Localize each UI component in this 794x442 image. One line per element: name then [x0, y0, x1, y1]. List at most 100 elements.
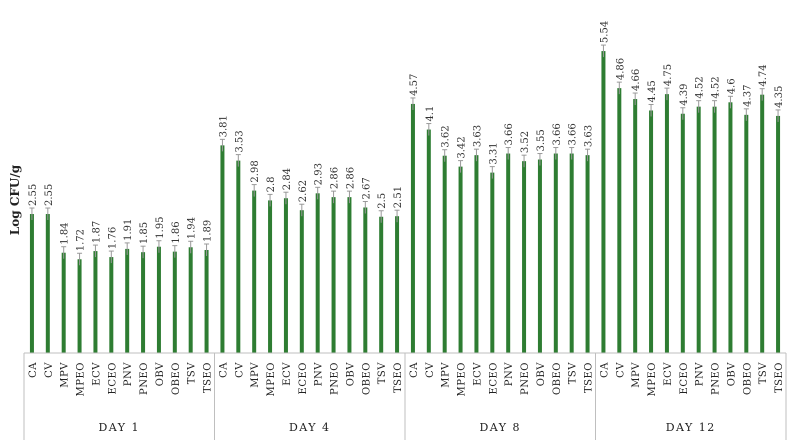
value-label-day1-eceo: 1.76 [107, 227, 118, 249]
category-label-day1-mpeo: MPEO [76, 362, 87, 396]
category-label-day1-obeo: OBEO [171, 362, 182, 395]
bar-day4-eceo [680, 113, 685, 354]
category-label-day1-ca: CA [28, 362, 39, 378]
category-label-day3-tseo: TSEO [584, 362, 595, 393]
category-label-day3-tsv: TSV [568, 362, 579, 385]
bar-day3-obv [537, 159, 542, 353]
bar-day1-pnv [125, 248, 130, 353]
category-label-day2-pneo: PNEO [330, 362, 341, 395]
category-label-day3-ecv: ECV [472, 362, 483, 386]
value-label-day4-ecv: 4.75 [663, 64, 674, 86]
bar-day2-ca [220, 145, 225, 353]
bar-day4-cv [617, 88, 622, 353]
group-label-day3: DAY 8 [479, 421, 521, 434]
category-label-day1-obv: OBV [155, 362, 166, 387]
value-label-day2-eceo: 2.62 [298, 180, 309, 202]
bar-day3-tseo [585, 155, 590, 353]
bar-day2-cv [236, 160, 241, 353]
category-label-day3-mpeo: MPEO [457, 362, 468, 396]
category-label-day2-obv: OBV [345, 362, 356, 387]
value-label-day3-pneo: 3.52 [520, 131, 531, 153]
group-label-day4: DAY 12 [666, 421, 716, 434]
category-label-day2-eceo: ECEO [298, 362, 309, 394]
bar-day1-obv [156, 246, 161, 353]
value-label-day4-obv: 4.6 [726, 78, 737, 94]
bar-day1-obeo [172, 251, 177, 353]
value-label-day2-ecv: 2.84 [282, 168, 293, 190]
category-label-day3-ca: CA [409, 362, 420, 378]
bar-day3-ca [410, 103, 415, 353]
bar-day1-mpv [61, 252, 66, 353]
value-label-day4-tsv: 4.74 [758, 64, 769, 86]
bar-day2-eceo [299, 210, 304, 353]
bar-day4-mpv [633, 99, 638, 353]
value-label-day2-obeo: 2.67 [361, 177, 372, 199]
category-label-day2-pnv: PNV [314, 362, 325, 386]
value-label-day4-pnv: 4.52 [695, 76, 706, 98]
value-label-day4-obeo: 4.37 [742, 85, 753, 107]
category-label-day1-pnv: PNV [123, 362, 134, 386]
value-label-day1-obv: 1.95 [155, 216, 166, 238]
category-label-day4-eceo: ECEO [679, 362, 690, 394]
bar-day4-pneo [712, 106, 717, 353]
y-axis-label: Log CFU/g [8, 164, 22, 235]
category-label-day1-eceo: ECEO [107, 362, 118, 394]
value-label-day2-mpeo: 2.8 [266, 176, 277, 192]
group-label-day1: DAY 1 [98, 421, 140, 434]
category-label-day3-mpv: MPV [441, 362, 452, 388]
category-label-day3-cv: CV [425, 362, 436, 378]
category-label-day4-tsv: TSV [758, 362, 769, 385]
value-label-day4-cv: 4.86 [615, 58, 626, 80]
category-label-day1-tseo: TSEO [203, 362, 214, 393]
category-label-day4-ca: CA [599, 362, 610, 378]
axes-layer: CA CV MPV MPEO ECV ECEO PNV PNEO OBV OBEO TSV TSEO D… [23, 352, 787, 440]
category-label-day3-obv: OBV [536, 362, 547, 387]
bar-day1-pneo [141, 252, 146, 353]
bar-day3-mpv [442, 155, 447, 353]
category-label-day3-obeo: OBEO [552, 362, 563, 395]
group-label-day2: DAY 4 [289, 421, 331, 434]
value-label-day3-mpv: 3.62 [441, 125, 452, 147]
bar-day2-pneo [331, 197, 336, 353]
value-label-day1-mpeo: 1.72 [76, 229, 87, 251]
bar-day3-eceo [490, 172, 495, 353]
bar-day2-ecv [283, 198, 288, 353]
bars-layer: 2.55 2.55 1.84 1.72 1.87 1.76 1.91 1.85 1.95 1.86… [28, 21, 785, 354]
category-label-day4-mpv: MPV [631, 362, 642, 388]
category-label-day2-mpv: MPV [250, 362, 261, 388]
value-label-day2-obv: 2.86 [345, 167, 356, 189]
category-label-day3-pnv: PNV [504, 362, 515, 386]
value-label-day1-obeo: 1.86 [171, 221, 182, 243]
value-label-day3-obv: 3.55 [536, 129, 547, 151]
bar-day2-tsv [379, 216, 384, 353]
value-label-day4-pneo: 4.52 [711, 76, 722, 98]
value-label-day4-ca: 5.54 [599, 21, 610, 43]
category-label-day1-mpv: MPV [60, 362, 71, 388]
value-label-day2-cv: 3.53 [234, 130, 245, 152]
value-label-day2-pnv: 2.93 [314, 163, 325, 185]
category-label-day2-ca: CA [218, 362, 229, 378]
category-label-day4-obv: OBV [726, 362, 737, 387]
value-label-day3-mpeo: 3.42 [457, 136, 468, 158]
bar-day4-tsv [760, 94, 765, 354]
bar-day2-obv [347, 197, 352, 353]
bar-day4-obeo [744, 114, 749, 354]
category-label-day4-cv: CV [615, 362, 626, 378]
value-label-day4-mpv: 4.66 [631, 69, 642, 91]
value-label-day3-obeo: 3.66 [552, 123, 563, 145]
bar-day1-tsv [188, 247, 193, 353]
value-label-day2-tseo: 2.51 [393, 186, 404, 208]
category-label-day1-pneo: PNEO [139, 362, 150, 395]
category-label-day2-mpeo: MPEO [266, 362, 277, 396]
value-label-day4-mpeo: 4.45 [647, 80, 658, 102]
bar-day3-ecv [474, 155, 479, 353]
value-label-day1-ca: 2.55 [28, 184, 39, 206]
value-label-day4-tseo: 4.35 [774, 86, 785, 108]
category-label-day2-ecv: ECV [282, 362, 293, 386]
bar-day2-obeo [363, 207, 368, 353]
bar-day4-ecv [664, 94, 669, 353]
bar-day2-tseo [395, 216, 400, 353]
category-label-day4-mpeo: MPEO [647, 362, 658, 396]
value-label-day3-eceo: 3.31 [488, 142, 499, 164]
category-label-day1-cv: CV [44, 362, 55, 378]
